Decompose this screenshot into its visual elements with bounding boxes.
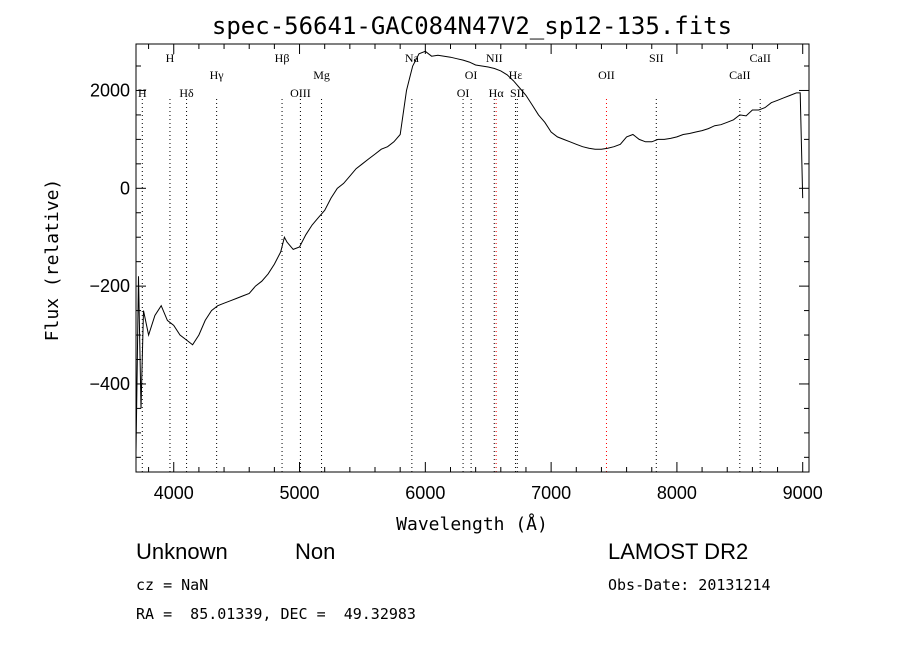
annotation-label: OIII bbox=[290, 86, 311, 100]
y-tick-label: −200 bbox=[89, 276, 130, 296]
x-tick-label: 5000 bbox=[280, 483, 320, 503]
annotation-label: OI bbox=[465, 68, 478, 82]
annotation-label: Na bbox=[405, 51, 420, 65]
y-tick-label: −400 bbox=[89, 374, 130, 394]
x-tick-label: 9000 bbox=[783, 483, 823, 503]
chart-title: spec-56641-GAC084N47V2_sp12-135.fits bbox=[212, 12, 732, 40]
redshift-cz: cz = NaN bbox=[136, 576, 209, 594]
annotation-label: CaII bbox=[729, 68, 750, 82]
line-annotations: H Hβ Na NII SII CaII Hγ Mg OI Hε OII CaII H Hδ OIII OI H… bbox=[138, 51, 771, 472]
spectral-subclass: Non bbox=[295, 539, 336, 564]
annotation-label: Hδ bbox=[179, 86, 194, 100]
plot-frame bbox=[135, 43, 810, 473]
annotation-label: Hε bbox=[509, 68, 523, 82]
annotation-label: Hα bbox=[489, 86, 505, 100]
y-tick-label: 0 bbox=[120, 178, 130, 198]
y-axis-ticks: −400 −200 0 2000 bbox=[89, 65, 809, 458]
annotation-label: Hβ bbox=[275, 51, 290, 65]
x-tick-label: 8000 bbox=[657, 483, 697, 503]
y-axis-label: Flux (relative) bbox=[42, 179, 63, 342]
survey-label: LAMOST DR2 bbox=[608, 539, 749, 564]
observation-date: Obs-Date: 20131214 bbox=[608, 576, 771, 594]
x-axis-ticks: 4000 5000 6000 7000 8000 9000 bbox=[148, 44, 823, 503]
spectral-class: Unknown bbox=[136, 539, 228, 564]
annotation-label: H bbox=[166, 51, 175, 65]
annotation-label: Mg bbox=[313, 68, 330, 82]
spectrum-line bbox=[135, 50, 804, 453]
annotation-label: OII bbox=[598, 68, 615, 82]
annotation-label: SII bbox=[649, 51, 664, 65]
x-tick-label: 7000 bbox=[531, 483, 571, 503]
annotation-label: Hγ bbox=[210, 68, 225, 82]
coordinates: RA = 85.01339, DEC = 49.32983 bbox=[136, 605, 416, 623]
x-tick-label: 6000 bbox=[405, 483, 445, 503]
annotation-label: CaII bbox=[750, 51, 771, 65]
x-axis-label: Wavelength (Å) bbox=[396, 513, 548, 535]
annotation-label: SII bbox=[510, 86, 525, 100]
y-tick-label: 2000 bbox=[90, 80, 130, 100]
x-tick-label: 4000 bbox=[154, 483, 194, 503]
annotation-label: H bbox=[138, 86, 147, 100]
annotation-label: NII bbox=[486, 51, 503, 65]
annotation-label: OI bbox=[457, 86, 470, 100]
